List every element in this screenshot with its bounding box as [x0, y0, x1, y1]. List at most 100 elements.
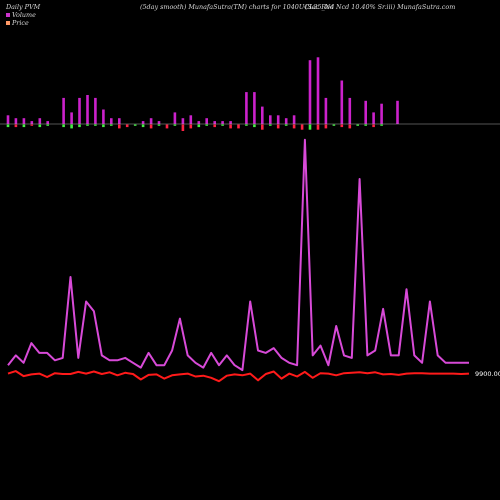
- volume-bar-up: [229, 121, 232, 124]
- price-axis-label: 9900.00: [475, 370, 500, 378]
- volume-bar-down: [46, 124, 49, 126]
- volume-bar-down: [62, 124, 65, 128]
- volume-bar-down: [213, 124, 216, 128]
- legend-item-volume: Volume: [6, 11, 36, 19]
- volume-bar-up: [22, 118, 26, 124]
- volume-bar-up: [62, 97, 65, 124]
- volume-bar-up: [94, 97, 97, 124]
- volume-bar-down: [102, 124, 105, 128]
- volume-bar-up: [102, 109, 105, 124]
- volume-bar-down: [205, 124, 208, 126]
- volume-bar-up: [38, 118, 42, 124]
- legend: Volume Price: [6, 11, 36, 27]
- volume-bar-up: [261, 106, 264, 124]
- volume-bar-up: [30, 121, 34, 124]
- volume-bar-up: [197, 121, 201, 124]
- volume-bar-up: [189, 115, 193, 124]
- volume-bar-down: [237, 124, 240, 129]
- volume-bar-up: [308, 60, 312, 124]
- volume-bar-down: [292, 124, 296, 129]
- volume-bar-up: [284, 118, 288, 124]
- volume-bar-up: [269, 115, 272, 124]
- volume-bar-down: [372, 124, 375, 128]
- volume-bar-down: [380, 124, 383, 126]
- volume-bar-down: [316, 124, 320, 130]
- volume-bar-down: [133, 124, 137, 126]
- header-center: (5day smooth) MunafaSutra(TM) charts for…: [140, 3, 335, 11]
- volume-bar-down: [181, 124, 185, 131]
- volume-bar-down: [197, 124, 201, 128]
- volume-bar-down: [348, 124, 352, 129]
- volume-bar-down: [284, 124, 288, 126]
- volume-bar-up: [213, 121, 216, 124]
- volume-bar-down: [22, 124, 26, 128]
- volume-bar-up: [253, 92, 256, 124]
- legend-label-volume: Volume: [12, 11, 36, 19]
- legend-item-price: Price: [6, 19, 36, 27]
- volume-bar-up: [380, 103, 383, 124]
- header-right: (Sec Red Ncd 10.40% Sr.iii) MunafaSutra.…: [305, 3, 456, 11]
- volume-bar-down: [157, 124, 161, 126]
- volume-bar-down: [125, 124, 129, 128]
- volume-bar-up: [157, 121, 161, 124]
- volume-bar-up: [316, 57, 320, 124]
- volume-bar-down: [118, 124, 121, 129]
- volume-bar-up: [221, 121, 224, 124]
- volume-bar-down: [324, 124, 328, 129]
- volume-bar-down: [38, 124, 42, 128]
- volume-bar-down: [356, 124, 359, 126]
- volume-bar-down: [229, 124, 232, 129]
- volume-bar-down: [110, 124, 113, 126]
- header-left: Daily PVM: [6, 3, 41, 11]
- volume-bar-up: [324, 97, 328, 124]
- volume-bar-up: [181, 118, 185, 124]
- volume-bar-up: [86, 95, 89, 124]
- volume-bar-down: [332, 124, 336, 126]
- volume-bar-down: [94, 124, 97, 126]
- volume-bar-down: [261, 124, 264, 130]
- volume-line: [7, 138, 469, 372]
- volume-bar-down: [340, 124, 344, 128]
- volume-bar-up: [340, 80, 344, 124]
- volume-bar-down: [141, 124, 145, 128]
- volume-bar-up: [149, 118, 153, 124]
- volume-bar-up: [348, 97, 352, 124]
- volume-bar-down: [308, 124, 312, 130]
- volume-bar-down: [276, 124, 280, 129]
- volume-bar-up: [205, 118, 208, 124]
- volume-bar-down: [14, 124, 18, 128]
- volume-bar-up: [6, 115, 10, 124]
- volume-bar-up: [118, 118, 121, 124]
- volume-bar-down: [6, 124, 10, 128]
- volume-bar-down: [221, 124, 224, 126]
- legend-swatch-volume: [6, 13, 10, 17]
- volume-bar-up: [46, 121, 49, 124]
- volume-bar-up: [396, 100, 399, 124]
- volume-bar-up: [364, 100, 367, 124]
- volume-bar-down: [245, 124, 248, 126]
- volume-bar-down: [300, 124, 304, 130]
- volume-bar-down: [165, 124, 169, 129]
- volume-bar-down: [78, 124, 81, 128]
- volume-bar-up: [173, 112, 177, 124]
- volume-bar-up: [292, 115, 296, 124]
- volume-bar-up: [276, 115, 280, 124]
- volume-bar-up: [372, 112, 375, 124]
- volume-bar-down: [364, 124, 367, 126]
- volume-bar-down: [149, 124, 153, 129]
- legend-swatch-price: [6, 21, 10, 25]
- volume-bar-down: [173, 124, 177, 126]
- legend-label-price: Price: [12, 19, 29, 27]
- volume-bar-up: [141, 121, 145, 124]
- volume-bar-down: [189, 124, 193, 129]
- volume-bar-up: [110, 118, 113, 124]
- volume-bars: [6, 57, 399, 131]
- volume-bar-up: [78, 97, 81, 124]
- volume-bar-down: [253, 124, 256, 128]
- volume-bar-down: [269, 124, 272, 126]
- volume-bar-down: [30, 124, 34, 126]
- volume-bar-up: [14, 118, 18, 124]
- volume-bar-down: [86, 124, 89, 126]
